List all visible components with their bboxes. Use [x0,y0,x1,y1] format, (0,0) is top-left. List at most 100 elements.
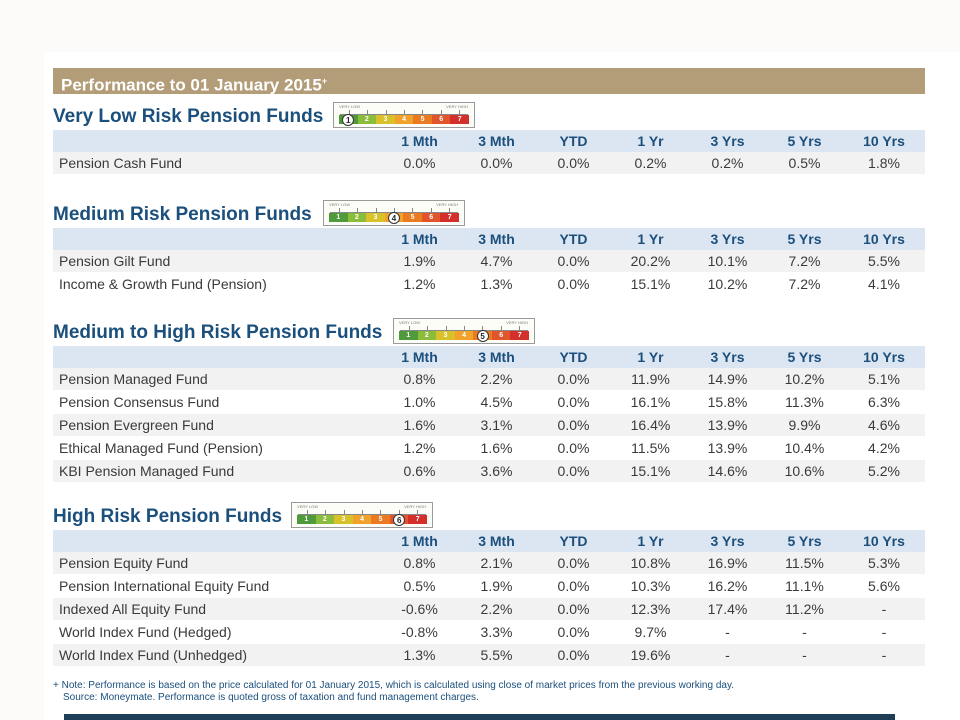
performance-value: 11.5% [766,552,843,575]
fund-name: Pension Managed Fund [53,368,381,391]
performance-value: 0.5% [766,152,843,175]
performance-value: 5.2% [843,459,925,483]
gauge-tick [398,510,400,514]
risk-level-segment: 2 [357,115,377,124]
fund-name: Pension Evergreen Fund [53,413,381,437]
performance-value: 0.2% [689,152,766,175]
performance-value: 6.3% [843,390,925,414]
gauge-caption-low: VERY LOW [329,202,350,207]
performance-value: 0.6% [381,459,458,483]
table-row: Income & Growth Fund (Pension) 1.2% 1.3% 0.… [53,272,925,296]
gauge-caption-low: VERY LOW [399,320,420,325]
column-header: 5 Yrs [766,530,843,552]
performance-value: 7.2% [766,272,843,296]
performance-value: 16.2% [689,574,766,598]
gauge-caption-high: VERY HIGH [404,504,426,509]
table-row: Pension Cash Fund 0.0% 0.0% 0.0% 0.2% 0.2% 0.5… [53,152,925,175]
gauge-tick [518,326,520,330]
gauge-caption-high: VERY HIGH [436,202,458,207]
risk-level-marker: 6 [393,513,406,526]
gauge-tick [349,110,351,114]
fund-name: Income & Growth Fund (Pension) [53,272,381,296]
column-header: 3 Mth [458,130,535,152]
performance-value: 0.0% [381,152,458,175]
performance-value: - [843,643,925,667]
gauge-caption-low: VERY LOW [297,504,318,509]
risk-level-segment: 55 [473,329,492,342]
column-header: 10 Yrs [843,130,925,152]
performance-value: 0.0% [535,574,612,598]
gauge-ticks [298,510,426,515]
table-row: World Index Fund (Unhedged) 1.3% 5.5% 0.0% 1… [53,643,925,667]
performance-value: 2.1% [458,552,535,575]
performance-value: 0.0% [535,552,612,575]
fund-name: World Index Fund (Hedged) [53,620,381,644]
fund-name: Pension Gilt Fund [53,250,381,273]
performance-value: 0.0% [535,436,612,460]
column-header: 3 Mth [458,530,535,552]
performance-value: 0.0% [535,250,612,273]
performance-value: 13.9% [689,413,766,437]
performance-value: 1.9% [458,574,535,598]
risk-level-segment: 44 [384,211,404,224]
table-row: Pension International Equity Fund 0.5% 1.9… [53,574,925,598]
performance-value: - [689,620,766,644]
performance-value: 4.7% [458,250,535,273]
fund-name: Ethical Managed Fund (Pension) [53,436,381,460]
performance-value: 1.2% [381,272,458,296]
section-title: Very Low Risk Pension Funds [53,106,324,127]
gauge-tick [339,208,341,212]
table-header-row: 1 Mth 3 Mth YTD 1 Yr 3 Yrs 5 Yrs 10 Yrs [53,346,925,368]
column-header: 1 Yr [612,130,689,152]
risk-level-segment: 1 [297,515,316,524]
gauge-caption-high: VERY HIGH [446,104,468,109]
performance-value: 5.1% [843,368,925,391]
risk-level-segment: 7 [450,115,470,124]
column-header: 3 Yrs [689,130,766,152]
performance-value: 2.2% [458,368,535,391]
performance-value: 7.2% [766,250,843,273]
fund-name: Indexed All Equity Fund [53,597,381,621]
performance-value: 11.5% [612,436,689,460]
performance-value: 10.2% [766,368,843,391]
risk-level-segment: 5 [413,115,432,124]
performance-value: 0.0% [535,152,612,175]
risk-scale: 11234567 [339,113,470,126]
gauge-tick [482,326,484,330]
column-header: 3 Yrs [689,228,766,250]
performance-value: 1.0% [381,390,458,414]
risk-level-segment: 3 [366,213,385,222]
risk-level-marker: 1 [342,113,355,126]
table-row: Pension Consensus Fund 1.0% 4.5% 0.0% 16.1% 1… [53,390,925,414]
gauge-tick [416,510,418,514]
gauge-tick [380,510,382,514]
section-title: Medium to High Risk Pension Funds [53,322,383,343]
risk-level-segment: 5 [371,515,390,524]
performance-value: 10.8% [612,552,689,575]
risk-gauge: VERY LOW VERY HIGH 11234567 [333,102,475,128]
table-row: Pension Equity Fund 0.8% 2.1% 0.0% 10.8% 16.9… [53,552,925,575]
gauge-tick [307,510,309,514]
performance-value: 1.9% [381,250,458,273]
performance-value: 0.2% [612,152,689,175]
table-row: Pension Evergreen Fund 1.6% 3.1% 0.0% 16.4% 1… [53,413,925,437]
gauge-tick [394,208,395,212]
risk-level-segment: 7 [440,213,460,222]
risk-scale: 12345667 [297,513,428,526]
column-header: 10 Yrs [843,346,925,368]
risk-level-segment: 3 [376,115,395,124]
performance-value: 5.3% [843,552,925,575]
column-header-fund [53,346,381,368]
performance-value: 16.4% [612,413,689,437]
section-very-low-risk: Very Low Risk Pension Funds VERY LOW VERY… [53,100,925,175]
fund-name: Pension Cash Fund [53,152,381,175]
gauge-tick [445,326,447,330]
fund-name: KBI Pension Managed Fund [53,459,381,483]
performance-value: 1.6% [458,436,535,460]
performance-value: 0.8% [381,368,458,391]
gauge-caption-low: VERY LOW [339,104,360,109]
performance-value: 0.5% [381,574,458,598]
table-row: Pension Managed Fund 0.8% 2.2% 0.0% 11.9% 14.… [53,368,925,391]
fund-name: Pension Equity Fund [53,552,381,575]
column-header: 3 Mth [458,346,535,368]
